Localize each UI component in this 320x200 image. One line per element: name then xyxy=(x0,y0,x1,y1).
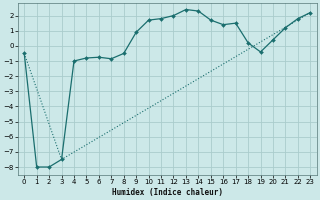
X-axis label: Humidex (Indice chaleur): Humidex (Indice chaleur) xyxy=(112,188,223,197)
